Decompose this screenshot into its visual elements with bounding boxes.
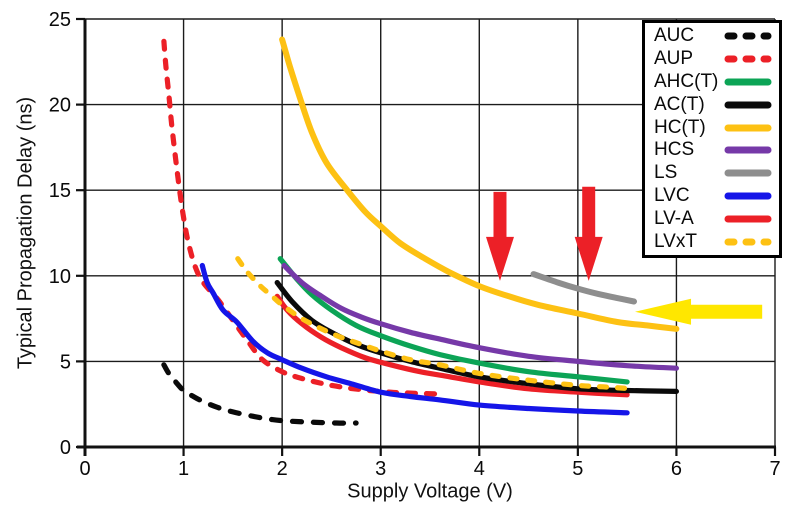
x-tick-label: 4 xyxy=(474,458,485,480)
y-tick-label: 25 xyxy=(49,9,71,31)
y-tick-label: 5 xyxy=(60,351,71,373)
curve-LV-A xyxy=(274,293,630,398)
legend-line-sample xyxy=(724,55,772,63)
legend-item-LS: LS xyxy=(654,162,773,184)
legend-item-AUC: AUC xyxy=(654,25,773,47)
legend-line-sample xyxy=(724,32,772,40)
x-tick-label: 3 xyxy=(375,458,386,480)
y-tick-label: 15 xyxy=(49,180,71,202)
legend-line-sample xyxy=(724,238,772,246)
legend-label: LV-A xyxy=(654,207,694,229)
legend-line-sample xyxy=(724,192,772,200)
legend-label: HC(T) xyxy=(654,116,706,138)
legend-line-sample xyxy=(724,124,772,132)
x-tick-label: 7 xyxy=(769,458,780,480)
y-tick-label: 10 xyxy=(49,266,71,288)
x-tick-label: 1 xyxy=(178,458,189,480)
legend-label: LVC xyxy=(654,184,690,206)
legend-label: LS xyxy=(654,162,678,184)
legend-label: LVxT xyxy=(654,230,697,252)
legend-item-LVC: LVC xyxy=(654,185,773,207)
legend-label: AUP xyxy=(654,48,694,70)
curve-HCS xyxy=(281,262,679,371)
red-down-arrow-2 xyxy=(574,186,603,281)
legend-line-sample xyxy=(724,215,772,223)
curve-AUC xyxy=(161,362,359,426)
legend-line-sample xyxy=(724,146,772,154)
legend-item-HC(T): HC(T) xyxy=(654,117,773,139)
y-axis-title: Typical Propagation Delay (ns) xyxy=(14,96,37,370)
y-tick-label: 20 xyxy=(49,95,71,117)
legend-label: AC(T) xyxy=(654,93,705,115)
legend-label: AUC xyxy=(654,25,695,47)
legend-item-AUP: AUP xyxy=(654,48,773,70)
curve-LVC xyxy=(199,262,630,416)
x-tick-label: 2 xyxy=(277,458,288,480)
curve-LS xyxy=(530,271,637,305)
y-tick-label: 0 xyxy=(60,437,71,459)
curve-LVxT xyxy=(235,256,635,392)
legend-item-LV-A: LV-A xyxy=(654,208,773,230)
x-tick-label: 6 xyxy=(671,458,682,480)
x-axis-title: Supply Voltage (V) xyxy=(347,480,513,503)
legend-item-AHC(T): AHC(T) xyxy=(654,71,773,93)
curve-AHC(T) xyxy=(277,256,630,385)
x-tick-label: 5 xyxy=(572,458,583,480)
legend-label: AHC(T) xyxy=(654,70,719,92)
legend-line-sample xyxy=(724,101,772,109)
legend: AUC AUP AHC(T) AC(T) HC(T) HCS LS LVC LV-A LVxT xyxy=(642,20,782,258)
legend-item-AC(T): AC(T) xyxy=(654,94,773,116)
legend-item-HCS: HCS xyxy=(654,139,773,161)
legend-line-sample xyxy=(724,169,772,177)
yellow-left-arrow xyxy=(635,298,763,325)
x-tick-label: 0 xyxy=(79,458,90,480)
curve-HC(T) xyxy=(279,36,680,332)
legend-label: HCS xyxy=(654,139,695,161)
red-down-arrow-1 xyxy=(485,191,514,281)
legend-line-sample xyxy=(724,78,772,86)
legend-item-LVxT: LVxT xyxy=(654,231,773,253)
